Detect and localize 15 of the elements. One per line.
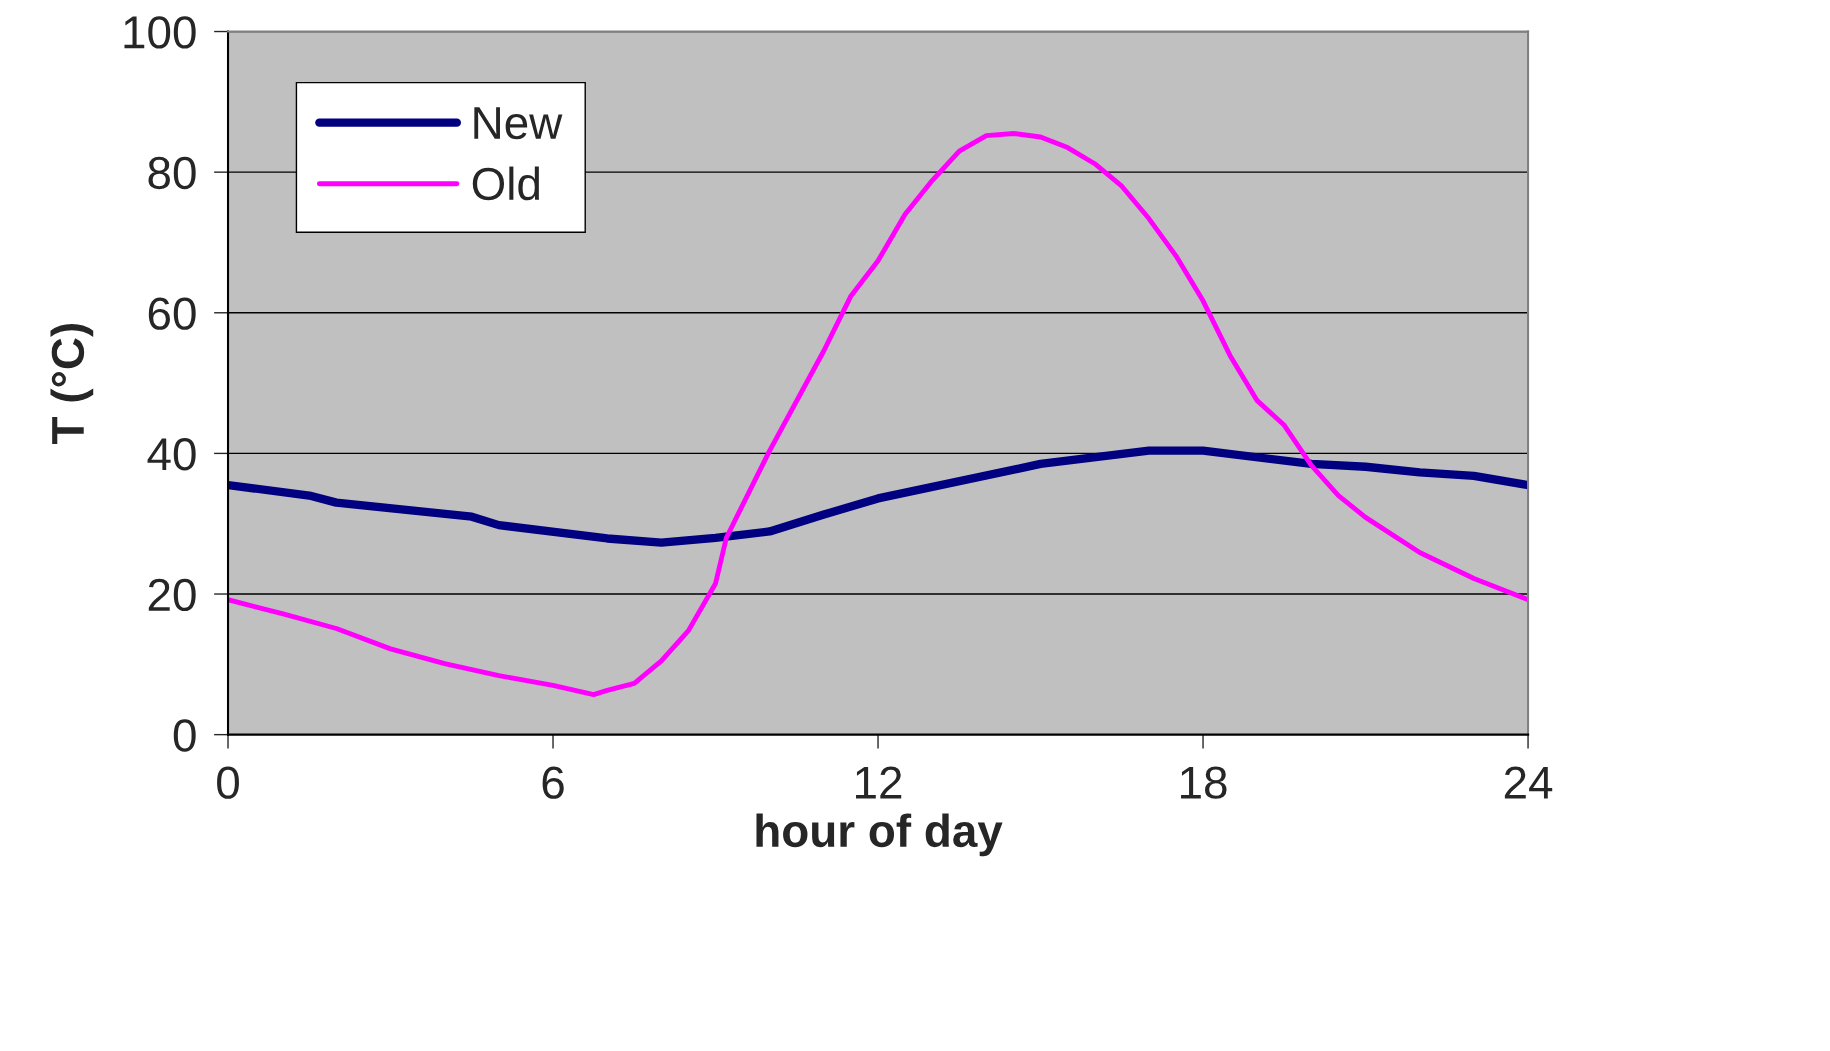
legend-label: Old bbox=[472, 166, 539, 201]
y-tick-label: 0 bbox=[173, 719, 196, 752]
y-tick-label: 20 bbox=[148, 578, 196, 612]
y-tick-label: 60 bbox=[148, 297, 196, 330]
x-tick-label: 24 bbox=[1504, 766, 1553, 799]
y-tick-label: 40 bbox=[147, 438, 196, 471]
x-tick-label: 12 bbox=[856, 766, 902, 799]
legend-label: New bbox=[474, 107, 563, 140]
y-tick-label: 100 bbox=[124, 16, 196, 49]
x-tick-label: 0 bbox=[217, 766, 239, 799]
x-axis-title: hour of day bbox=[756, 813, 1003, 857]
x-tick-label: 18 bbox=[1181, 766, 1227, 799]
y-tick-label: 80 bbox=[148, 156, 196, 190]
y-axis-title: T (°C) bbox=[50, 324, 94, 444]
x-tick-label: 6 bbox=[542, 766, 564, 799]
